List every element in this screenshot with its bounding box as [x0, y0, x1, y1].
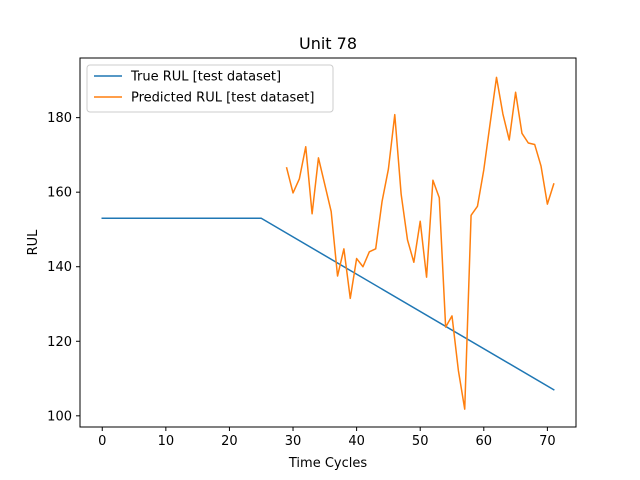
axes-layer: 0 10 20 30 40 50 60 70 100 120 140 160 180	[47, 57, 577, 449]
y-tick-label: 160	[47, 186, 72, 201]
x-tick-label: 70	[539, 434, 556, 449]
y-tick-label: 120	[47, 335, 72, 350]
legend: True RUL [test dataset] Predicted RUL [t…	[86, 64, 334, 113]
series-layer	[101, 76, 555, 410]
y-tick-label: 140	[47, 260, 72, 275]
x-tick-label: 40	[348, 434, 365, 449]
axes-frame	[79, 57, 577, 428]
x-tick-label: 0	[98, 434, 106, 449]
legend-box	[86, 64, 334, 113]
x-tick-label: 50	[412, 434, 429, 449]
x-tick-label: 20	[221, 434, 238, 449]
y-tick-label: 100	[47, 409, 72, 424]
y-axis-label: RUL	[26, 229, 41, 256]
legend-label-predicted-rul: Predicted RUL [test dataset]	[131, 91, 314, 106]
legend-label-true-rul: True RUL [test dataset]	[130, 70, 281, 85]
x-axis-label: Time Cycles	[288, 456, 367, 471]
x-tick-label: 10	[158, 434, 175, 449]
x-tick-label: 60	[476, 434, 493, 449]
x-tick-label: 30	[285, 434, 302, 449]
y-tick-label: 180	[47, 111, 72, 126]
chart-title: Unit 78	[299, 34, 357, 53]
plot-area	[80, 58, 576, 427]
